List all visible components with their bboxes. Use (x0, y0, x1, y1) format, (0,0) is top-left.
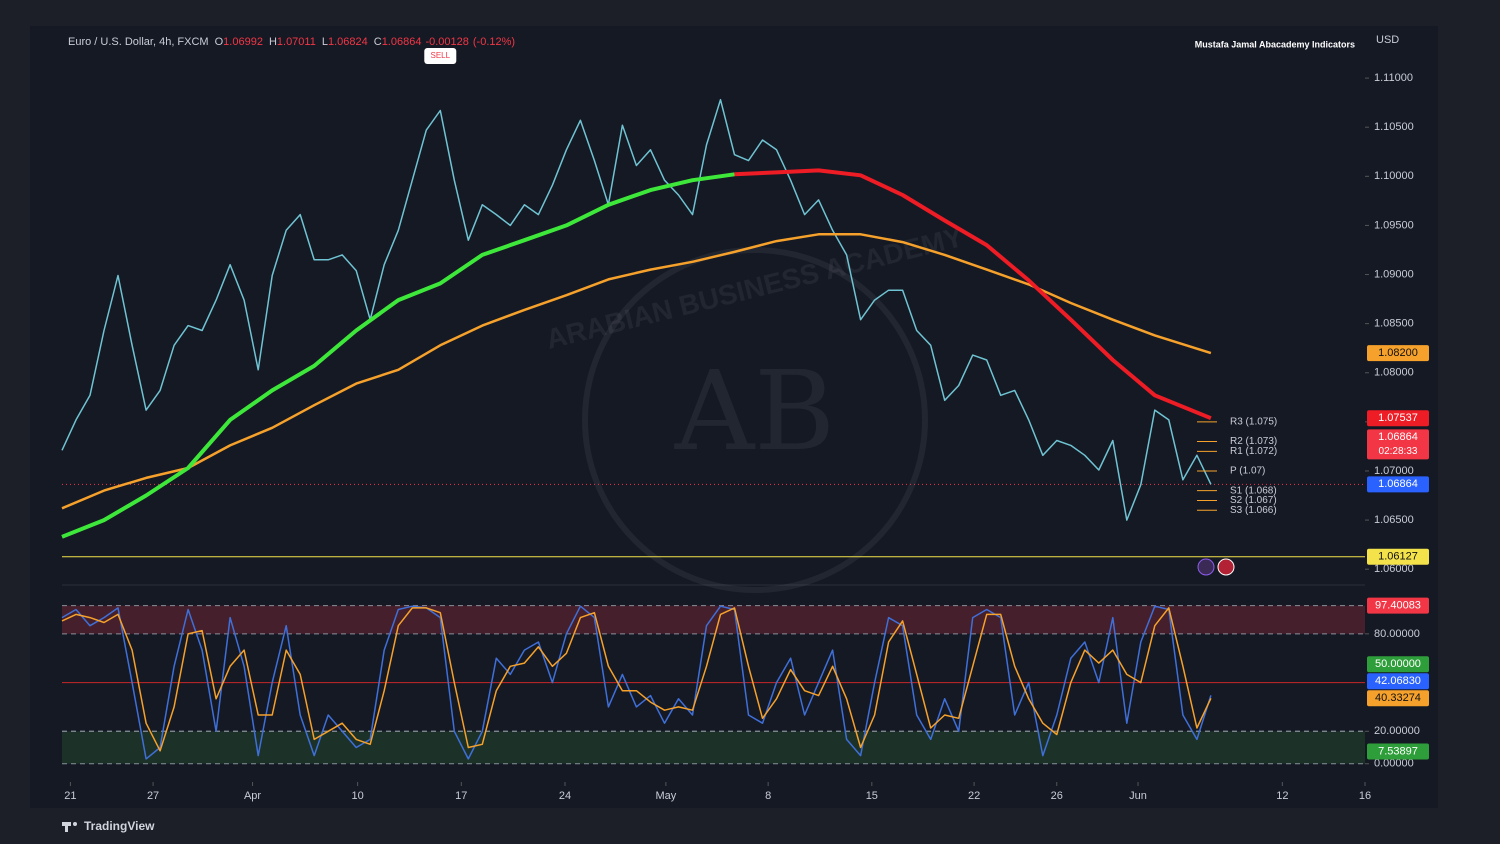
watermark-ring (582, 247, 928, 593)
price-label: 1.06864 (1378, 478, 1418, 490)
series-line (61, 607, 1212, 752)
y-tick-label: 1.07000 (1374, 465, 1414, 477)
change: -0.00128 (425, 36, 468, 48)
pivot-label: P (1.07) (1230, 466, 1265, 477)
price-label-box (1367, 429, 1429, 460)
ohlc-value: 1.06992 (223, 36, 263, 48)
pivot-label: R2 (1.073) (1230, 436, 1277, 447)
indicator-name: Mustafa Jamal Abacademy Indicators (1195, 39, 1355, 49)
y-tick-label: 1.08000 (1374, 367, 1414, 379)
logo-mark (73, 822, 77, 826)
x-tick-label: 24 (559, 790, 571, 802)
price-label: 50.00000 (1375, 658, 1421, 670)
x-tick-label: 16 (1359, 790, 1371, 802)
x-tick-label: 12 (1276, 790, 1288, 802)
price-label-box (1367, 673, 1429, 690)
series-line (61, 233, 1212, 510)
price-label: 1.07537 (1378, 412, 1418, 424)
x-tick-label: 17 (455, 790, 467, 802)
price-label: 97.40083 (1375, 599, 1421, 611)
ohlc-key: O (215, 36, 224, 48)
x-tick-label: May (655, 790, 676, 802)
x-tick-label: 10 (352, 790, 364, 802)
y-tick-label: 20.00000 (1374, 725, 1420, 737)
ohlc-key: L (322, 36, 328, 48)
countdown: 02:28:33 (1379, 446, 1418, 457)
pivot-label: S3 (1.066) (1230, 505, 1277, 516)
price-label: 42.06830 (1375, 675, 1421, 687)
y-tick-label: 1.08500 (1374, 318, 1414, 330)
logo-mark (65, 822, 68, 832)
flag-icon[interactable] (1217, 558, 1235, 576)
signal-label: SELL (431, 51, 451, 60)
price-label-box (1367, 345, 1429, 362)
price-label-box (1367, 656, 1429, 673)
y-tick-label: 1.10000 (1374, 170, 1414, 182)
ohlc-value: 1.06864 (382, 36, 422, 48)
price-label: 40.33274 (1375, 692, 1421, 704)
price-label-box (1367, 476, 1429, 493)
pivot-label: S1 (1.068) (1230, 485, 1277, 496)
x-tick-label: 27 (147, 790, 159, 802)
band (62, 731, 1365, 764)
ohlc-key: H (269, 36, 277, 48)
x-tick-label: 15 (866, 790, 878, 802)
x-tick-label: 21 (64, 790, 76, 802)
price-label: 1.08200 (1378, 347, 1418, 359)
ohlc-value: 1.06824 (328, 36, 368, 48)
y-tick-label: 1.06000 (1374, 563, 1414, 575)
watermark-logo: AB (674, 347, 835, 475)
price-label-box (1367, 743, 1429, 760)
band (62, 605, 1365, 634)
ohlc-value: 1.07011 (277, 36, 316, 48)
change-pct: (-0.12%) (473, 36, 515, 48)
header: Euro / U.S. Dollar, 4h, FXCM O1.06992 H1.0… (68, 36, 515, 48)
y-tick-label: 1.06500 (1374, 514, 1414, 526)
x-tick-label: Jun (1129, 790, 1147, 802)
y-tick-label: 1.10500 (1374, 121, 1414, 133)
y-tick-label: 1.09000 (1374, 268, 1414, 280)
series-line (61, 172, 735, 539)
price-label-box (1367, 410, 1429, 427)
price-label: 1.06864 (1378, 431, 1418, 443)
series-line (734, 168, 1212, 421)
price-label-box (1367, 690, 1429, 707)
x-tick-label: 22 (968, 790, 980, 802)
pivot-label: R3 (1.075) (1230, 417, 1277, 428)
currency: USD (1376, 34, 1399, 46)
y-tick-label: 0.00000 (1374, 758, 1414, 770)
pivot-label: S2 (1.067) (1230, 495, 1277, 506)
ohlc-key: C (374, 36, 382, 48)
price-label: 7.53897 (1378, 745, 1418, 757)
y-tick-label: 1.09500 (1374, 219, 1414, 231)
event-icon[interactable] (1197, 558, 1215, 576)
pivot-label: R1 (1.072) (1230, 446, 1277, 457)
footer-brand: TradingView (84, 819, 155, 833)
series-line (61, 605, 1212, 760)
symbol: Euro / U.S. Dollar, 4h, FXCM (68, 36, 209, 48)
y-tick-label: 1.11000 (1374, 72, 1413, 84)
x-tick-label: 8 (765, 790, 771, 802)
x-tick-label: Apr (244, 790, 261, 802)
y-tick-label: 80.00000 (1374, 628, 1420, 640)
signal-box (424, 48, 457, 64)
price-label-box (1367, 548, 1429, 565)
x-tick-label: 26 (1051, 790, 1063, 802)
price-label-box (1367, 597, 1429, 614)
series-line (61, 98, 1212, 521)
price-label: 1.06127 (1378, 551, 1418, 563)
